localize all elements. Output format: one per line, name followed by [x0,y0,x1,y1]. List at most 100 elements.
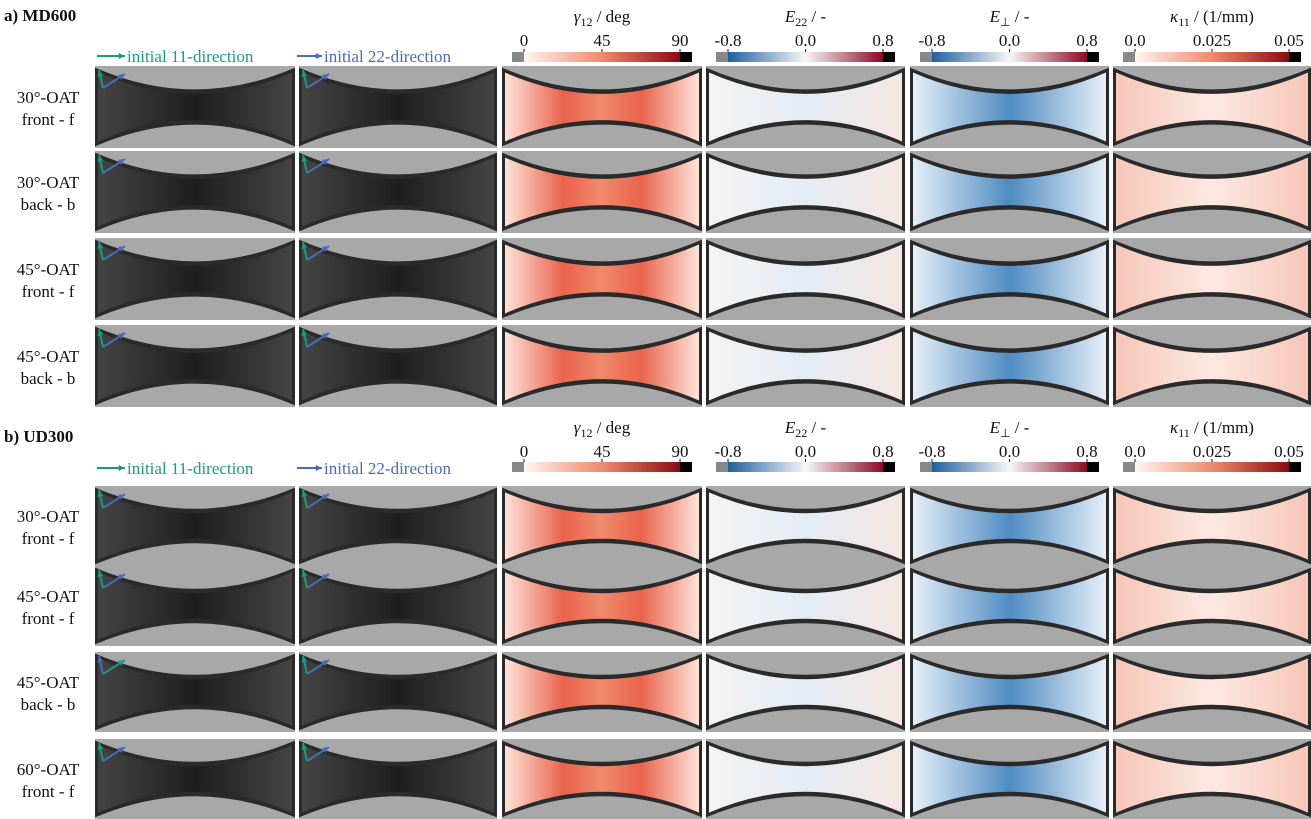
row-label: front - f [22,282,75,301]
unit: / deg [592,418,630,437]
colorbar-over [680,462,692,472]
arrow-head [97,155,104,162]
colorbar-title: E⊥ / - [989,7,1030,29]
specimen [1116,745,1308,813]
row-label: back - b [21,369,76,388]
specimen [302,572,494,640]
unit: / deg [592,7,630,26]
specimen [98,244,292,314]
section-title: b) UD300 [4,427,73,446]
row-label: 45°-OAT [17,673,80,692]
colorbar-tick-label: 0.8 [1076,442,1097,461]
direction-label: initial 11-direction [127,459,254,478]
colorbar-under [716,462,728,472]
row-label: 60°-OAT [17,760,80,779]
arrow-head [97,570,104,577]
colorbar-title: E⊥ / - [989,418,1030,440]
symbol: E [989,418,1001,437]
colorbar-under [512,462,524,472]
colorbar [728,52,883,62]
colorbar [524,52,680,62]
colorbar [1135,52,1289,62]
subscript: 11 [1178,426,1190,440]
colorbar [932,462,1087,472]
colorbar [524,462,680,472]
specimen [302,244,494,314]
row-label: 45°-OAT [17,260,80,279]
colorbar-tick-label: 0.05 [1274,31,1304,50]
colorbar-tick-label: -0.8 [715,31,742,50]
specimen [913,572,1106,640]
arrow-head [97,490,104,497]
colorbar-under [1123,462,1135,472]
arrow-head [118,333,125,339]
subscript: 22 [795,426,807,440]
colorbar-tick-label: 0.0 [999,31,1020,50]
direction-label: initial 22-direction [324,459,451,478]
specimen [302,745,494,813]
unit: / (1/mm) [1190,418,1254,437]
colorbar-tick-label: 0.0 [795,442,816,461]
arrow-head [97,656,104,663]
colorbar-title: κ11 / (1/mm) [1170,7,1254,29]
specimen [709,572,902,640]
colorbar-tick-label: 0 [520,442,529,461]
colorbar-tick-label: 0.0 [1124,31,1145,50]
colorbar [932,52,1087,62]
specimen [98,157,292,227]
arrow-head [118,246,125,252]
arrow-head [97,70,104,77]
colorbar-tick-label: 0.8 [872,31,893,50]
arrow-head [322,574,329,580]
specimen [913,244,1106,314]
colorbar-tick-label: 0.8 [872,442,893,461]
arrow-head [301,329,308,336]
specimen [709,157,902,227]
specimen [505,244,699,314]
specimen [1116,331,1308,401]
arrow-head [118,660,125,666]
unit: / - [1010,418,1029,437]
specimen [1116,492,1308,560]
specimen [1116,157,1308,227]
specimen [709,658,902,726]
colorbar-under [1123,52,1135,62]
arrow-head [301,242,308,249]
colorbar-title: γ12 / deg [574,418,631,440]
specimen [913,492,1106,560]
specimen [505,658,699,726]
colorbar-tick-label: 90 [672,442,689,461]
specimen [505,331,699,401]
arrow-head [301,490,308,497]
specimen [1116,572,1308,640]
subscript: ⊥ [1000,426,1010,440]
arrow-head [118,464,125,472]
colorbar-over [1289,52,1301,62]
symbol: κ [1170,418,1179,437]
colorbar-tick-label: -0.8 [919,442,946,461]
arrow-head [97,329,104,336]
colorbar-tick-label: 0.05 [1274,442,1304,461]
section-title: a) MD600 [4,6,76,25]
unit: / - [1010,7,1029,26]
specimen [302,658,494,726]
colorbar [728,462,883,472]
specimen [505,72,699,142]
row-label: back - b [21,695,76,714]
colorbar-tick-label: -0.8 [919,31,946,50]
colorbar-title: κ11 / (1/mm) [1170,418,1254,440]
colorbar-over [680,52,692,62]
row-label: 30°-OAT [17,173,80,192]
subscript: ⊥ [1000,15,1010,29]
colorbar-tick-label: 0.025 [1193,31,1231,50]
specimen [709,745,902,813]
specimen [98,331,292,401]
colorbar-tick-label: 0 [520,31,529,50]
specimen [709,72,902,142]
specimen [98,572,292,640]
arrow-head [301,570,308,577]
specimen [98,72,292,142]
arrow-head [322,660,329,666]
colorbar-title: E22 / - [784,7,827,29]
arrow-head [322,74,329,80]
